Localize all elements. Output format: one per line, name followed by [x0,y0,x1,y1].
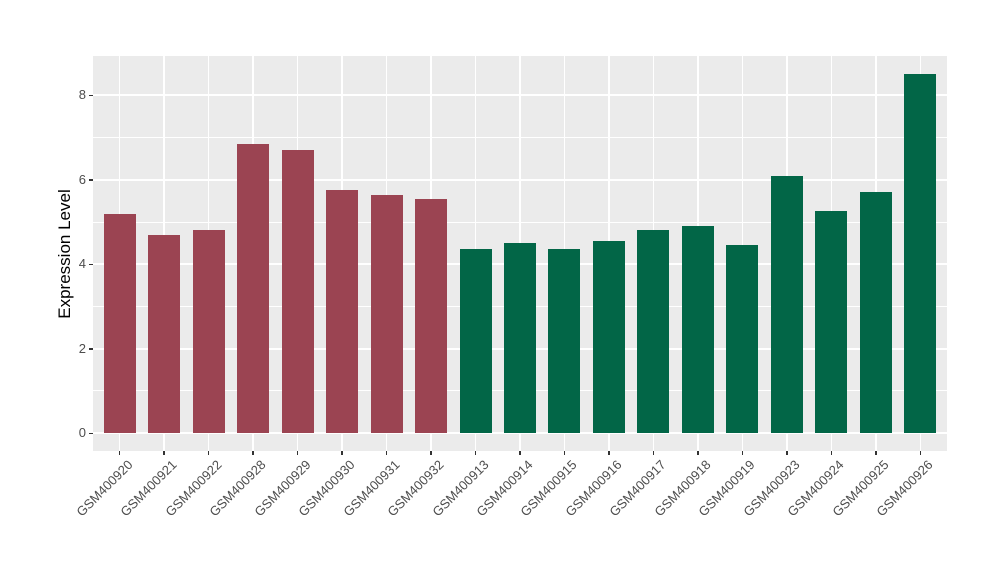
bar [548,249,581,433]
bar [681,226,714,433]
x-tick-mark [875,451,877,455]
y-tick-mark [89,432,93,434]
x-tick-mark [252,451,254,455]
bar [859,192,892,433]
x-tick-mark [207,451,210,455]
bar [103,213,136,433]
y-tick-label: 2 [78,340,86,356]
bar [726,245,759,433]
bar [592,240,625,433]
x-tick-mark [385,451,388,455]
bar [326,190,359,433]
bar [237,143,270,433]
y-tick-label: 4 [78,256,86,272]
bar [815,211,848,433]
y-tick-mark [89,179,93,181]
x-tick-mark [118,451,121,455]
y-tick-label: 6 [78,171,86,187]
x-tick-mark [652,451,655,455]
y-tick-mark [89,348,93,350]
x-tick-mark [919,451,922,455]
bar [904,74,937,433]
x-tick-mark [697,451,699,455]
x-tick-mark [430,451,432,455]
y-axis-title: Expression Level [55,188,74,319]
x-tick-mark [741,451,744,455]
y-tick-label: 0 [78,425,86,440]
bar [415,198,448,433]
bar [148,234,181,433]
x-tick-mark [608,451,610,455]
x-tick-mark [830,451,833,455]
x-tick-mark [163,451,165,455]
x-tick-mark [474,451,477,455]
bar [370,194,403,433]
x-tick-mark [786,451,788,455]
y-tick-mark [89,263,93,266]
x-tick-mark [296,451,299,455]
x-tick-mark [519,451,521,455]
bar [281,150,314,433]
bar [637,230,670,433]
x-tick-mark [563,451,566,455]
plot-panel [93,56,947,451]
bar [770,175,803,433]
bar [503,243,536,433]
x-tick-mark [341,451,343,455]
bar [459,249,492,433]
y-tick-label: 8 [78,87,86,103]
bar [192,230,225,433]
y-tick-mark [89,94,93,97]
